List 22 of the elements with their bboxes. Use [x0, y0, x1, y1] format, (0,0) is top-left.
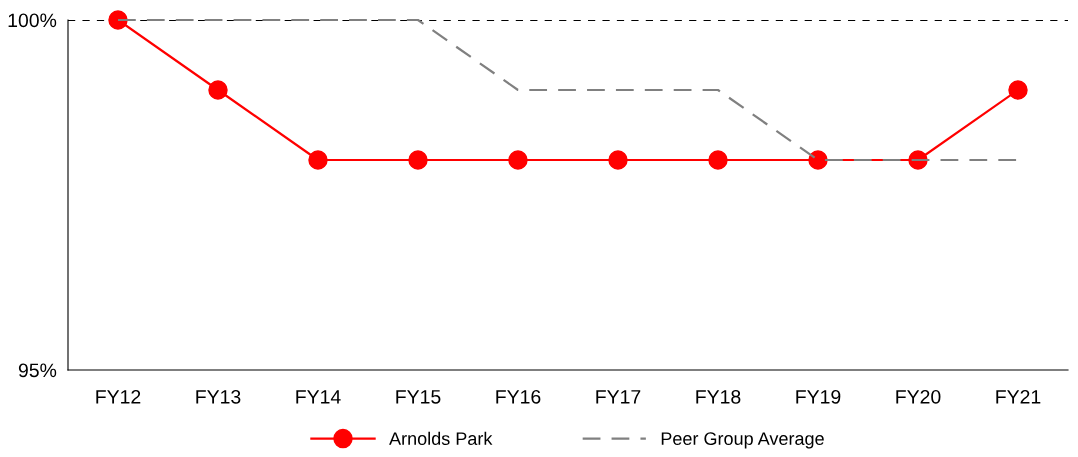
point	[308, 150, 328, 170]
x-tick-label: FY15	[396, 390, 441, 404]
point	[408, 150, 428, 170]
point	[708, 150, 728, 170]
x-tick-label: FY18	[696, 389, 741, 404]
point	[608, 150, 628, 170]
x-tick-label: FY14	[296, 390, 341, 404]
y-tick-label: 95%	[18, 363, 57, 378]
x-tick-label: FY20	[896, 389, 941, 404]
point	[808, 150, 828, 170]
point	[508, 150, 528, 170]
point	[208, 80, 228, 100]
y-tick-label: 100%	[8, 13, 57, 28]
point	[1008, 80, 1028, 100]
x-tick-label: FY17	[596, 390, 641, 404]
legend-label: Peer Group Average	[661, 432, 824, 449]
x-tick-label: FY13	[196, 389, 241, 404]
x-tick-label: FY19	[796, 389, 841, 404]
x-tick-label: FY12	[96, 389, 141, 404]
x-tick-label: FY21	[996, 389, 1041, 404]
legend-label: Arnolds Park	[389, 431, 493, 446]
x-tick-label: FY16	[496, 389, 541, 404]
